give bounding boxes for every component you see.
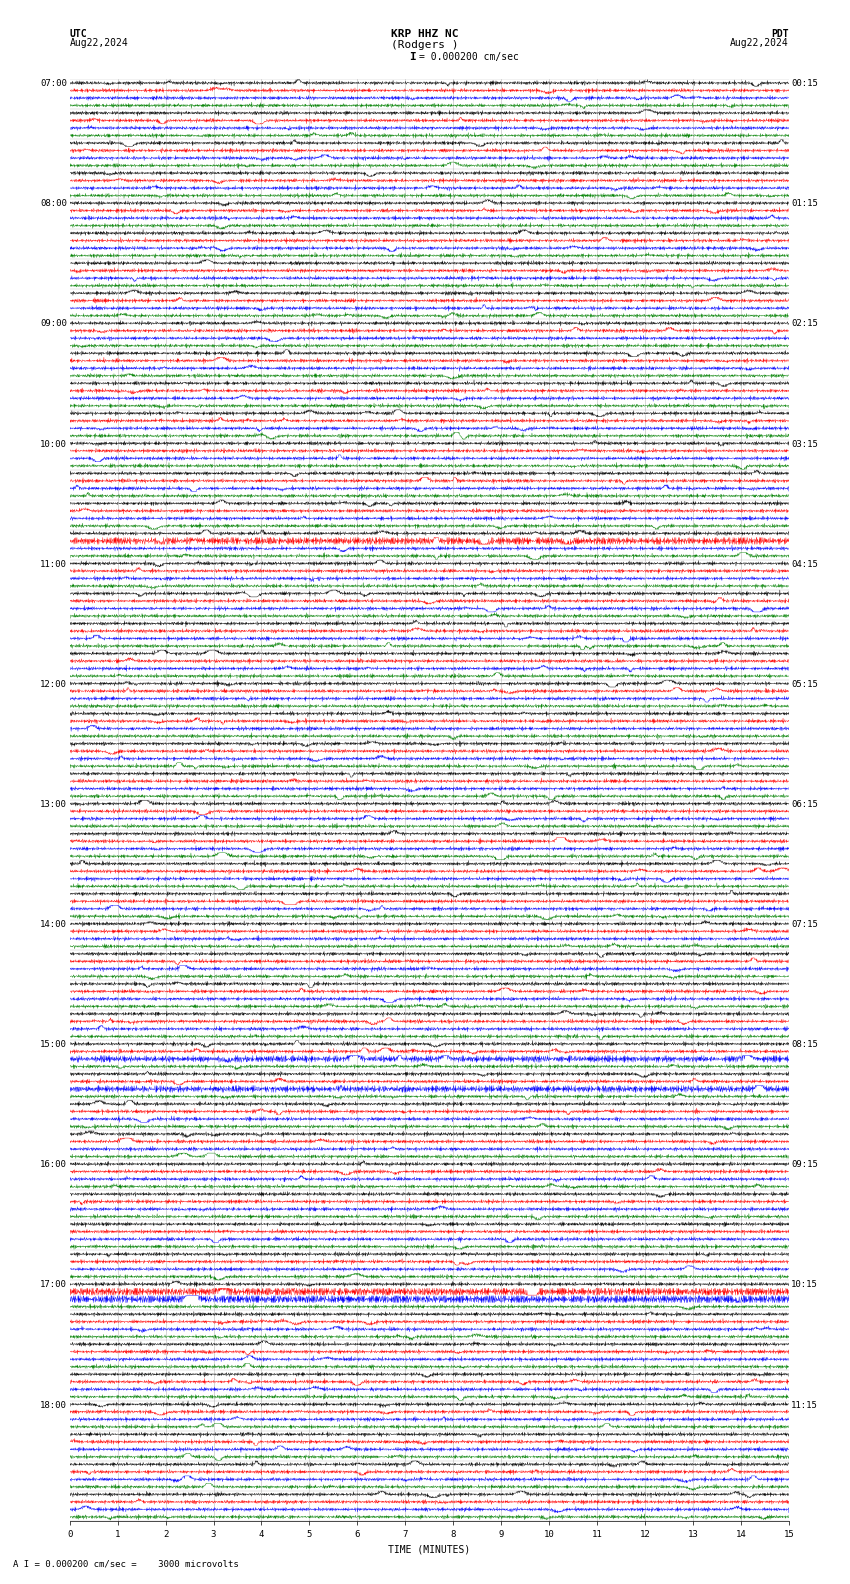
Text: 00:15: 00:15 — [791, 79, 819, 89]
Text: 08:15: 08:15 — [791, 1041, 819, 1049]
Text: 02:15: 02:15 — [791, 320, 819, 328]
Text: 18:00: 18:00 — [40, 1400, 67, 1410]
Text: I: I — [409, 52, 416, 62]
Text: 15:00: 15:00 — [40, 1041, 67, 1049]
Text: 13:00: 13:00 — [40, 800, 67, 809]
Text: PDT: PDT — [771, 29, 789, 38]
Text: 05:15: 05:15 — [791, 680, 819, 689]
Text: Aug22,2024: Aug22,2024 — [730, 38, 789, 48]
Text: = 0.000200 cm/sec: = 0.000200 cm/sec — [419, 52, 518, 62]
Text: UTC: UTC — [70, 29, 88, 38]
Text: Aug22,2024: Aug22,2024 — [70, 38, 128, 48]
Text: 01:15: 01:15 — [791, 200, 819, 209]
Text: 16:00: 16:00 — [40, 1159, 67, 1169]
Text: A I = 0.000200 cm/sec =    3000 microvolts: A I = 0.000200 cm/sec = 3000 microvolts — [13, 1559, 239, 1568]
Text: 09:15: 09:15 — [791, 1159, 819, 1169]
Text: 03:15: 03:15 — [791, 440, 819, 448]
Text: 11:15: 11:15 — [791, 1400, 819, 1410]
Text: 06:15: 06:15 — [791, 800, 819, 809]
Text: 04:15: 04:15 — [791, 559, 819, 569]
Text: 07:15: 07:15 — [791, 920, 819, 930]
Text: 11:00: 11:00 — [40, 559, 67, 569]
Text: 14:00: 14:00 — [40, 920, 67, 930]
Text: 07:00: 07:00 — [40, 79, 67, 89]
Text: 09:00: 09:00 — [40, 320, 67, 328]
Text: 08:00: 08:00 — [40, 200, 67, 209]
Text: 12:00: 12:00 — [40, 680, 67, 689]
Text: 10:00: 10:00 — [40, 440, 67, 448]
Text: (Rodgers ): (Rodgers ) — [391, 40, 459, 49]
Text: 17:00: 17:00 — [40, 1280, 67, 1289]
X-axis label: TIME (MINUTES): TIME (MINUTES) — [388, 1544, 470, 1554]
Text: 10:15: 10:15 — [791, 1280, 819, 1289]
Text: KRP HHZ NC: KRP HHZ NC — [391, 29, 459, 38]
